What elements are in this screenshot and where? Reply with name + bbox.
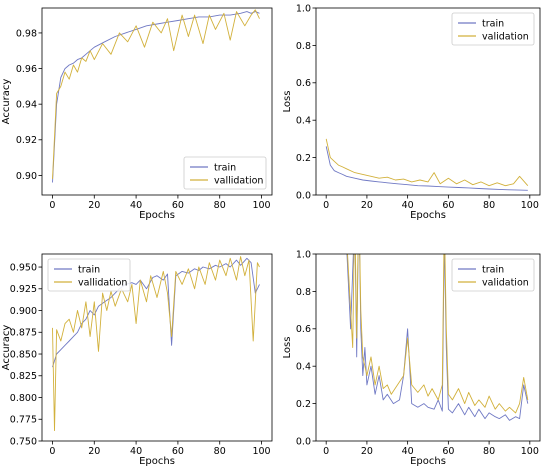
chart-panel-3: 0 20 40 60 80 100 0.750 0.775 0.800 0.825 0.850 0.8… [1, 253, 273, 466]
x-tick-label: 80 [483, 200, 495, 211]
y-tick-label: 0.6 [296, 324, 311, 335]
y-axis-label: Accuracy [1, 79, 12, 125]
x-tick-label: 20 [88, 446, 100, 457]
legend: train vallidation [183, 156, 267, 190]
legend-entry: vallidation [78, 277, 127, 288]
y-tick-label: 0.2 [296, 153, 311, 164]
x-axis-label: Epochs [139, 210, 175, 221]
y-tick-label: 1.0 [296, 249, 311, 260]
y-tick-label: 0.96 [16, 64, 37, 75]
legend-box [183, 156, 267, 190]
x-tick-label: 100 [521, 200, 539, 211]
x-tick-label: 0 [323, 200, 329, 211]
y-tick-label: 0.4 [296, 116, 311, 127]
y-tick-label: 0.94 [16, 100, 37, 111]
y-tick-label: 1.0 [296, 3, 311, 14]
legend-entry: validation [482, 277, 529, 288]
x-tick-label: 40 [130, 200, 142, 211]
y-tick-label: 0.8 [296, 287, 311, 298]
plot-frame [315, 7, 541, 196]
legend-entry: vallidation [214, 175, 263, 186]
x-tick-label: 40 [402, 200, 414, 211]
x-tick-label: 20 [361, 446, 373, 457]
y-axis-label: Accuracy [1, 325, 12, 371]
series-line-train [325, 146, 528, 191]
legend-entry: train [482, 18, 504, 29]
legend: train validation [451, 258, 535, 292]
y-axis-label: Loss [282, 337, 293, 359]
x-tick-label: 100 [252, 200, 270, 211]
y-tick-label: 0.0 [296, 190, 311, 201]
chart-panel-2: 0 20 40 60 80 100 0.0 0.2 0.4 0.6 0.8 1.0 Epochs Loss… [282, 3, 541, 221]
x-tick-label: 60 [442, 446, 454, 457]
y-tick-label: 0.750 [10, 436, 37, 447]
series-line-train [52, 257, 260, 368]
series-line-vallidation [52, 9, 260, 180]
x-axis-label: Epochs [410, 210, 446, 221]
x-tick-label: 100 [252, 446, 270, 457]
y-tick-label: 0.925 [10, 284, 37, 295]
legend-box [47, 258, 131, 292]
plot-frame [41, 7, 273, 196]
legend-entry: train [214, 162, 236, 173]
chart-panel-1: 0 20 40 60 80 100 0.90 0.92 0.94 0.96 0.98 Epochs Ac… [1, 7, 273, 221]
legend-entry: train [482, 264, 504, 275]
x-tick-label: 100 [521, 446, 539, 457]
plot-frame [41, 253, 273, 442]
y-tick-label: 0.775 [10, 415, 37, 426]
legend: train validation [451, 12, 535, 46]
legend-box [451, 12, 535, 46]
y-tick-label: 0.6 [296, 78, 311, 89]
x-tick-label: 80 [483, 446, 495, 457]
x-tick-label: 0 [49, 200, 55, 211]
y-tick-label: 0.4 [296, 362, 311, 373]
legend-entry: validation [482, 31, 529, 42]
x-tick-label: 80 [214, 200, 226, 211]
x-tick-label: 40 [130, 446, 142, 457]
y-tick-label: 0.8 [296, 41, 311, 52]
series-line-validation [347, 254, 529, 414]
y-tick-label: 0.98 [16, 28, 37, 39]
series-line-train [52, 11, 260, 183]
y-tick-label: 0.825 [10, 371, 37, 382]
chart-panel-4: 0 20 40 60 80 100 0.0 0.2 0.4 0.6 0.8 1.0 Epochs Loss… [282, 249, 541, 466]
y-tick-label: 0.875 [10, 328, 37, 339]
y-tick-label: 0.850 [10, 349, 37, 360]
x-tick-label: 20 [361, 200, 373, 211]
y-tick-label: 0.92 [16, 135, 37, 146]
x-tick-label: 80 [214, 446, 226, 457]
y-tick-label: 0.2 [296, 399, 311, 410]
x-tick-label: 60 [172, 446, 184, 457]
x-tick-label: 40 [402, 446, 414, 457]
x-axis-label: Epochs [410, 456, 446, 466]
series-line-validation [325, 138, 529, 187]
x-axis-label: Epochs [139, 456, 175, 466]
y-tick-label: 0.90 [16, 171, 37, 182]
x-tick-label: 20 [88, 200, 100, 211]
x-tick-label: 0 [49, 446, 55, 457]
y-tick-label: 0.800 [10, 393, 37, 404]
legend-entry: train [78, 264, 100, 275]
series-line-vallidation [52, 256, 260, 432]
y-axis-label: Loss [282, 91, 293, 113]
plot-frame [315, 253, 541, 442]
x-tick-label: 0 [323, 446, 329, 457]
legend: train vallidation [47, 258, 131, 292]
legend-box [451, 258, 535, 292]
x-tick-label: 60 [172, 200, 184, 211]
series-line-train [346, 254, 529, 421]
y-tick-label: 0.900 [10, 306, 37, 317]
x-tick-label: 60 [442, 200, 454, 211]
y-tick-label: 0.0 [296, 436, 311, 447]
y-tick-label: 0.950 [10, 262, 37, 273]
